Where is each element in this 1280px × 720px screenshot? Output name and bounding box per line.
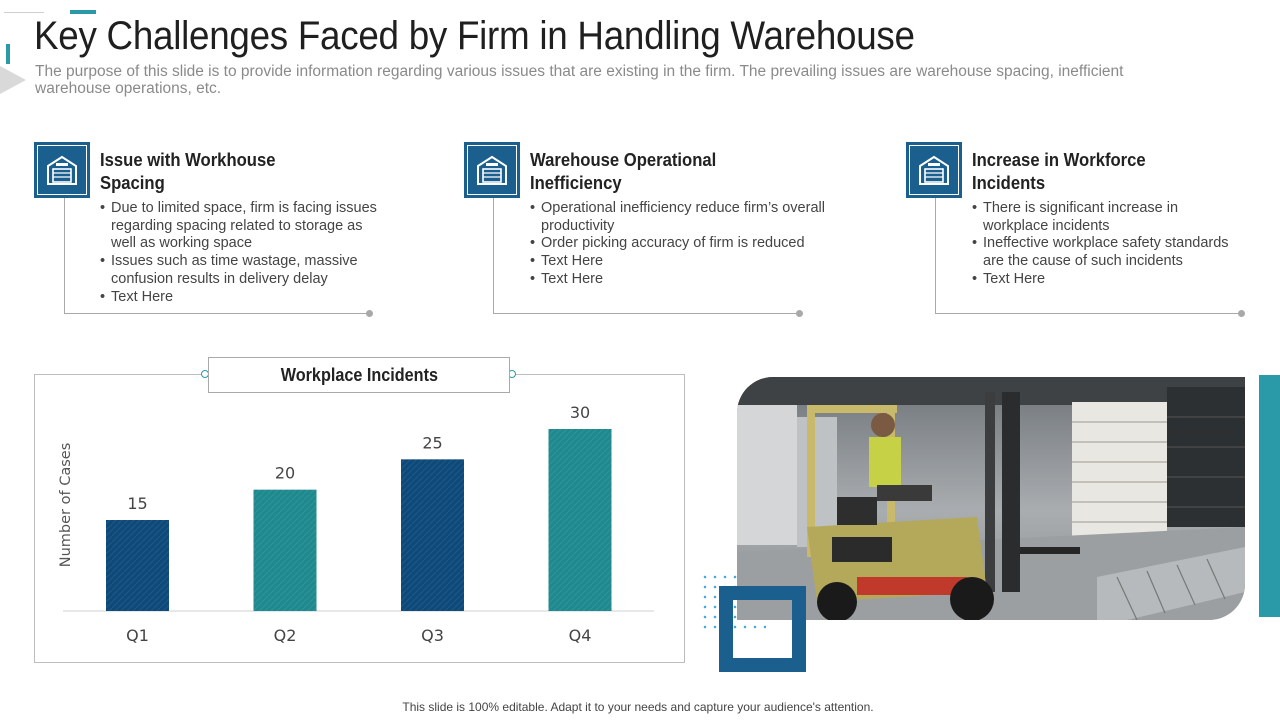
list-item: Ineffective workplace safety standards a… (972, 235, 1247, 270)
bar-q1 (106, 520, 169, 611)
decor-accent-bar (6, 44, 10, 64)
decor-corner-line (4, 12, 44, 13)
tick-label-q4: Q4 (569, 626, 592, 645)
slide-title: Key Challenges Faced by Firm in Handling… (34, 14, 915, 58)
list-item: Order picking accuracy of firm is reduce… (530, 235, 830, 253)
list-item: Text Here (530, 271, 830, 289)
warehouse-icon (34, 142, 90, 198)
issue-title: Warehouse Operational Inefficiency (530, 149, 717, 193)
bar-q4 (548, 429, 612, 611)
bar-q3 (401, 459, 464, 611)
list-item: Text Here (100, 289, 380, 307)
bar-chart: 15 Q1 20 Q2 25 Q3 30 Q4 Number of Cases (58, 403, 654, 645)
chart-title: Workplace Incidents (208, 357, 510, 393)
tick-label-q2: Q2 (274, 626, 297, 645)
data-label-q3: 25 (422, 433, 442, 452)
y-axis-label: Number of Cases (58, 443, 74, 567)
forklift-photo (737, 377, 1245, 620)
list-item: Issues such as time wastage, massive con… (100, 253, 380, 288)
issue-title: Issue with Workhouse Spacing (100, 149, 276, 193)
bar-q2 (253, 489, 317, 611)
data-label-q2: 20 (275, 464, 295, 483)
list-item: Operational inefficiency reduce firm’s o… (530, 200, 830, 235)
warehouse-icon (906, 142, 962, 198)
warehouse-icon (464, 142, 520, 198)
data-label-q4: 30 (570, 403, 590, 422)
list-item: Text Here (972, 271, 1247, 289)
slide-subtitle: The purpose of this slide is to provide … (35, 63, 1124, 97)
issue-bullet-list: There is significant increase in workpla… (972, 200, 1247, 289)
issue-bullet-list: Operational inefficiency reduce firm’s o… (530, 200, 830, 289)
tick-label-q3: Q3 (421, 626, 444, 645)
decor-outline-square (719, 586, 806, 672)
list-item: Due to limited space, firm is facing iss… (100, 200, 380, 253)
decor-accent-line (70, 10, 96, 14)
slide-footer: This slide is 100% editable. Adapt it to… (402, 700, 874, 714)
decor-side-strip (1259, 375, 1280, 617)
list-item: There is significant increase in workpla… (972, 200, 1247, 235)
issue-bullet-list: Due to limited space, firm is facing iss… (100, 200, 380, 306)
decor-arrow-icon (0, 66, 26, 94)
issue-title: Increase in Workforce Incidents (972, 149, 1146, 193)
data-label-q1: 15 (127, 494, 147, 513)
list-item: Text Here (530, 253, 830, 271)
tick-label-q1: Q1 (126, 626, 149, 645)
